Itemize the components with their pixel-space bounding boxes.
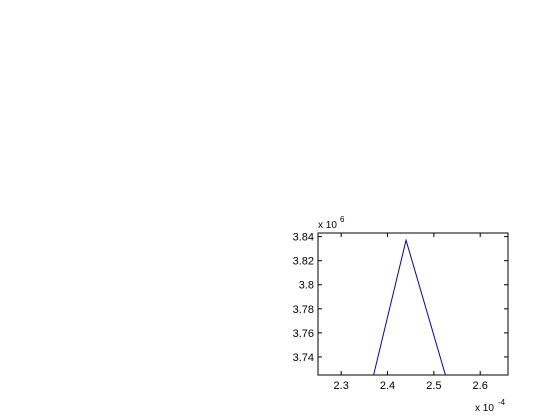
x-exponent-power: -4 [498,398,506,407]
y-tick-label: 3.78 [293,304,314,316]
x-tick-labels: 2.3 2.4 2.5 2.6 [334,380,488,392]
x-exponent-base: x 10 [475,403,494,414]
x-tick-label: 2.4 [380,380,395,392]
y-tick-labels: 3.74 3.76 3.78 3.8 3.82 3.84 [293,232,314,364]
x-tick-label: 2.5 [426,380,441,392]
y-exponent-power: 6 [340,215,345,224]
tick-marks [318,233,508,375]
series-line [373,238,446,375]
y-tick-label: 3.74 [293,352,314,364]
y-tick-label: 3.82 [293,256,314,268]
series-layer [373,238,446,375]
axes-box [317,232,509,376]
y-tick-label: 3.76 [293,328,314,340]
y-tick-label: 3.8 [299,280,314,292]
plot-area: 2.3 2.4 2.5 2.6 3.74 3.76 3.78 3.8 3.82 3.84 x 1… [293,215,509,414]
x-tick-label: 2.3 [334,380,349,392]
y-exponent-base: x 10 [318,220,337,231]
x-tick-label: 2.6 [473,380,488,392]
y-tick-label: 3.84 [293,232,314,244]
